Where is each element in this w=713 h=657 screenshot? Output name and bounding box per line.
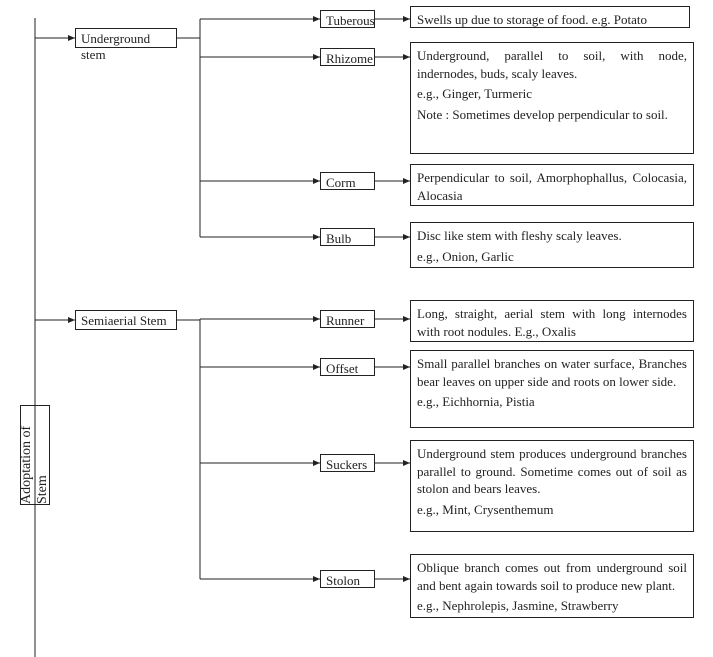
- desc-line: e.g., Mint, Crysenthemum: [417, 501, 687, 519]
- type-offset: Offset: [320, 358, 375, 376]
- desc-stolon: Oblique branch comes out from undergroun…: [410, 554, 694, 618]
- type-label: Offset: [326, 361, 358, 376]
- type-stolon: Stolon: [320, 570, 375, 588]
- desc-line: Swells up due to storage of food. e.g. P…: [417, 11, 683, 29]
- type-label: Stolon: [326, 573, 360, 588]
- type-bulb: Bulb: [320, 228, 375, 246]
- root-label: Adoptation of Stem: [19, 406, 51, 504]
- type-label: Rhizome: [326, 51, 373, 66]
- category-label: Underground stem: [81, 31, 150, 62]
- type-runner: Runner: [320, 310, 375, 328]
- category-label: Semiaerial Stem: [81, 313, 167, 328]
- desc-line: e.g., Ginger, Turmeric: [417, 85, 687, 103]
- desc-line: e.g., Onion, Garlic: [417, 248, 687, 266]
- desc-line: Note : Sometimes develop perpendicular t…: [417, 106, 687, 124]
- desc-line: e.g., Nephrolepis, Jasmine, Strawberry: [417, 597, 687, 615]
- desc-suckers: Underground stem produces underground br…: [410, 440, 694, 532]
- root-node: Adoptation of Stem: [20, 405, 50, 505]
- type-corm: Corm: [320, 172, 375, 190]
- type-label: Corm: [326, 175, 356, 190]
- diagram-canvas: Adoptation of Stem Underground stem Semi…: [0, 0, 713, 657]
- type-suckers: Suckers: [320, 454, 375, 472]
- desc-line: Underground, parallel to soil, with node…: [417, 47, 687, 82]
- desc-tuberous: Swells up due to storage of food. e.g. P…: [410, 6, 690, 28]
- desc-corm: Perpendicular to soil, Amorphophallus, C…: [410, 164, 694, 206]
- desc-line: e.g., Eichhornia, Pistia: [417, 393, 687, 411]
- desc-offset: Small parallel branches on water surface…: [410, 350, 694, 428]
- type-label: Tuberous: [326, 13, 375, 28]
- type-label: Runner: [326, 313, 364, 328]
- desc-line: Small parallel branches on water surface…: [417, 355, 687, 390]
- desc-line: Disc like stem with fleshy scaly leaves.: [417, 227, 687, 245]
- desc-line: Underground stem produces underground br…: [417, 445, 687, 498]
- type-rhizome: Rhizome: [320, 48, 375, 66]
- desc-bulb: Disc like stem with fleshy scaly leaves.…: [410, 222, 694, 268]
- category-underground-stem: Underground stem: [75, 28, 177, 48]
- category-semiaerial-stem: Semiaerial Stem: [75, 310, 177, 330]
- type-label: Bulb: [326, 231, 351, 246]
- desc-line: Perpendicular to soil, Amorphophallus, C…: [417, 169, 687, 204]
- desc-line: Oblique branch comes out from undergroun…: [417, 559, 687, 594]
- desc-line: Long, straight, aerial stem with long in…: [417, 305, 687, 340]
- type-tuberous: Tuberous: [320, 10, 375, 28]
- desc-rhizome: Underground, parallel to soil, with node…: [410, 42, 694, 154]
- type-label: Suckers: [326, 457, 367, 472]
- desc-runner: Long, straight, aerial stem with long in…: [410, 300, 694, 342]
